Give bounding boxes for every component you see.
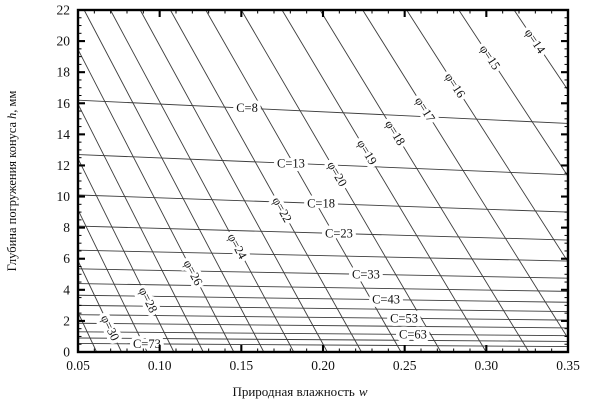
phi-contour-line bbox=[406, 9, 569, 263]
phi-contour-line bbox=[83, 9, 265, 353]
c-contour-label: C=63 bbox=[399, 327, 427, 341]
c-contour-label: C=43 bbox=[372, 293, 400, 307]
phi-contour-label: φ=17 bbox=[412, 94, 438, 124]
c-contour-label: C=53 bbox=[390, 311, 418, 325]
c-contour-line bbox=[77, 99, 569, 124]
phi-contour-line bbox=[513, 9, 569, 91]
c-contour-line bbox=[77, 294, 569, 303]
c-contour-line bbox=[77, 154, 569, 176]
phi-contour-line bbox=[205, 9, 402, 353]
phi-contour-line bbox=[77, 260, 122, 353]
phi-contour-label: φ=18 bbox=[382, 118, 408, 148]
y-axis-variable-symbol: h bbox=[5, 113, 19, 119]
c-contour-label: C=73 bbox=[133, 337, 161, 351]
x-tick-label: 0.15 bbox=[230, 358, 254, 373]
y-tick-label: 10 bbox=[57, 189, 71, 204]
c-contour-line bbox=[77, 249, 569, 262]
phi-contour-line bbox=[77, 209, 148, 353]
c-contour-line bbox=[77, 268, 569, 279]
phi-contour-line bbox=[77, 158, 175, 353]
x-tick-label: 0.35 bbox=[556, 358, 580, 373]
x-tick-label: 0.20 bbox=[311, 358, 335, 373]
phi-contour-label: φ=22 bbox=[269, 195, 294, 225]
c-contour-line bbox=[77, 322, 569, 329]
y-tick-label: 4 bbox=[63, 282, 70, 297]
phi-contour-line bbox=[77, 103, 204, 353]
c-contour-line bbox=[77, 283, 569, 292]
y-tick-label: 22 bbox=[57, 3, 71, 18]
c-contour-label: C=33 bbox=[352, 267, 380, 281]
y-tick-label: 6 bbox=[63, 251, 70, 266]
c-contour-line bbox=[77, 225, 569, 241]
x-axis-variable-symbol: w bbox=[359, 384, 368, 399]
y-tick-label: 2 bbox=[63, 313, 70, 328]
phi-contour-label: φ=20 bbox=[324, 159, 350, 189]
x-tick-label: 0.30 bbox=[475, 358, 499, 373]
phi-contour-line bbox=[362, 9, 569, 339]
phi-contour-line bbox=[319, 9, 530, 353]
phi-contour-label: φ=16 bbox=[442, 70, 468, 100]
phi-contour-label: φ=24 bbox=[225, 231, 250, 262]
phi-contour-line bbox=[110, 9, 295, 353]
c-contour-label: C=13 bbox=[277, 156, 305, 170]
phi-contour-label: φ=26 bbox=[181, 258, 206, 288]
phi-contour-line bbox=[139, 9, 328, 353]
phi-contour-label: φ=19 bbox=[354, 137, 380, 167]
c-contour-label: C=18 bbox=[307, 196, 335, 210]
x-tick-label: 0.25 bbox=[393, 358, 417, 373]
c-contour-line bbox=[77, 194, 569, 213]
c-contour-line bbox=[77, 304, 569, 313]
y-axis-title: Глубина погружения конуса h, мм bbox=[5, 91, 19, 272]
c-contour-label: C=23 bbox=[325, 227, 353, 241]
phi-contour-line bbox=[240, 9, 442, 353]
x-tick-label: 0.05 bbox=[66, 358, 90, 373]
x-axis-title-text: Природная влажность bbox=[232, 384, 354, 399]
phi-contour-label: φ=28 bbox=[136, 285, 160, 315]
y-tick-label: 8 bbox=[63, 220, 70, 235]
phi-contour-label: φ=14 bbox=[522, 26, 549, 57]
phi-contour-line bbox=[281, 9, 487, 353]
phi-contour-label: φ=15 bbox=[477, 42, 503, 72]
phi-contour-line bbox=[169, 9, 362, 353]
y-tick-label: 12 bbox=[57, 158, 71, 173]
y-tick-label: 0 bbox=[63, 345, 70, 360]
y-tick-label: 18 bbox=[57, 65, 71, 80]
y-tick-label: 14 bbox=[57, 127, 71, 142]
phi-contour-line bbox=[458, 9, 569, 177]
c-contour-line bbox=[77, 337, 569, 342]
phi-contour-line bbox=[77, 312, 98, 353]
y-tick-label: 20 bbox=[57, 34, 71, 49]
y-tick-label: 16 bbox=[57, 96, 71, 111]
x-tick-label: 0.10 bbox=[148, 358, 172, 373]
phi-contour-line bbox=[77, 49, 235, 353]
c-contour-label: C=8 bbox=[236, 101, 258, 115]
y-axis-title-units: , мм bbox=[5, 91, 19, 113]
c-contour-line bbox=[77, 331, 569, 337]
y-axis-title-text: Глубина погружения конуса bbox=[5, 122, 19, 272]
c-contour-line bbox=[77, 314, 569, 321]
x-axis-title: Природная влажность w bbox=[232, 384, 367, 399]
